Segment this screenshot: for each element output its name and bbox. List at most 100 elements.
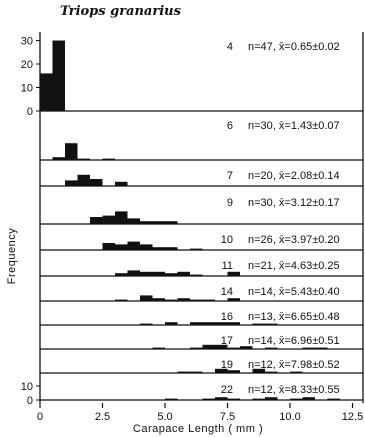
panel-week-label: 7 (227, 170, 233, 182)
bar-week-22-11.5 (327, 398, 340, 400)
panel-week-label: 6 (227, 120, 233, 132)
y-tick-label: 30 (21, 36, 33, 48)
bar-week-17-7 (215, 344, 228, 349)
bar-week-19-6 (190, 371, 203, 373)
panel-stats-label: n=14, x̄=6.96±0.51 (248, 335, 340, 347)
bar-week-10-4.5 (152, 247, 165, 250)
y-axis-ticks: 0 10 20 30 0 10 (21, 36, 40, 407)
panel-week-label: 9 (227, 197, 233, 209)
panel-week-9: 9 n=30, x̄=3.12±0.17 (40, 197, 363, 225)
bar-week-11-5 (165, 273, 178, 276)
bar-week-16-5 (165, 322, 178, 325)
bar-week-14-4.5 (152, 298, 165, 301)
bar-week-16-7 (215, 322, 228, 325)
bar-week-9-2 (90, 217, 103, 224)
histogram-panels: 4 n=47, x̄=0.65±0.02 6 n=30, x̄=1.43±0.07 7 n… (39, 32, 364, 403)
bar-week-7-1 (65, 180, 78, 186)
bar-week-9-3 (115, 211, 128, 224)
bar-week-19-7 (215, 368, 228, 373)
bar-week-11-5.5 (177, 271, 190, 276)
bar-week-6-0.5 (52, 157, 65, 160)
bar-week-17-10.5 (302, 347, 315, 349)
chart-title: Triops granarius (60, 4, 182, 19)
x-tick-label: 0 (37, 411, 43, 423)
panel-stats-label: n=47, x̄=0.65±0.02 (248, 41, 340, 53)
x-tick-label: 5.0 (157, 411, 172, 423)
panel-week-6: 6 n=30, x̄=1.43±0.07 (40, 120, 363, 161)
bar-week-19-8.5 (252, 368, 265, 373)
bar-week-9-5 (165, 221, 178, 224)
bar-week-14-3 (115, 299, 128, 301)
panel-stats-label: n=30, x̄=3.12±0.17 (248, 197, 340, 209)
bar-week-22-7.5 (227, 398, 240, 400)
panel-week-14: 14 n=14, x̄=5.43±0.40 (40, 286, 363, 302)
panel-week-label: 16 (221, 311, 233, 323)
bar-week-19-10 (290, 371, 303, 373)
bar-week-17-11 (315, 347, 328, 349)
panel-stats-label: n=21, x̄=4.63±0.25 (248, 260, 340, 272)
bar-week-11-6 (190, 274, 203, 276)
bar-week-19-9 (265, 371, 278, 373)
panel-week-17: 17 n=14, x̄=6.96±0.51 (40, 335, 363, 350)
bar-week-10-3 (115, 244, 128, 250)
y-axis-label: Frequency (6, 228, 18, 284)
bar-week-16-6 (190, 322, 203, 325)
bar-week-17-6 (190, 347, 203, 349)
x-axis-label: Carapace Length ( mm ) (133, 423, 263, 435)
y-tick-label: 20 (21, 59, 33, 71)
bar-week-11-3.5 (127, 270, 140, 276)
panel-week-7: 7 n=20, x̄=2.08±0.14 (40, 170, 363, 187)
x-tick-label: 12.5 (342, 411, 363, 423)
panel-stats-label: n=13, x̄=6.65±0.48 (248, 311, 340, 323)
panel-week-label: 17 (221, 335, 233, 347)
bar-week-17-7.5 (227, 347, 240, 349)
bar-week-14-6.5 (202, 299, 215, 301)
bar-week-16-9 (265, 323, 278, 325)
x-tick-label: 2.5 (95, 411, 110, 423)
bar-week-14-5 (165, 299, 178, 301)
bar-week-17-9 (265, 347, 278, 349)
bar-week-10-4 (140, 244, 153, 250)
bar-week-10-3.5 (127, 241, 140, 250)
bar-week-22-10 (290, 398, 303, 400)
y-tick-label: 10 (21, 381, 33, 393)
bar-week-11-4 (140, 271, 153, 276)
bar-week-11-3 (115, 273, 128, 276)
panel-week-11: 11 n=21, x̄=4.63±0.25 (40, 260, 363, 277)
bar-week-22-10.5 (302, 397, 315, 400)
x-axis: 0 2.5 5.0 7.5 10.0 12.5 (37, 403, 363, 423)
bar-week-17-6.5 (202, 344, 215, 349)
panel-week-10: 10 n=26, x̄=3.97±0.20 (40, 234, 363, 251)
bar-week-9-3.5 (127, 218, 140, 224)
bar-week-14-6 (190, 299, 203, 301)
bar-week-10-5 (165, 247, 178, 250)
bar-week-16-6.5 (202, 322, 215, 325)
bar-week-22-5 (165, 398, 178, 400)
x-tick-label: 7.5 (220, 411, 235, 423)
panel-stats-label: n=12, x̄=8.33±0.55 (248, 384, 340, 396)
panel-stats-label: n=20, x̄=2.08±0.14 (248, 170, 340, 182)
bar-week-22-7 (215, 397, 228, 400)
bar-week-9-2.5 (102, 215, 115, 224)
bar-week-19-7.5 (227, 370, 240, 373)
bar-week-4-0.5 (52, 40, 65, 111)
bar-week-16-4 (140, 323, 153, 325)
panel-week-label: 11 (222, 260, 233, 272)
bar-week-22-6.5 (202, 398, 215, 400)
bar-week-16-7.5 (227, 322, 240, 325)
bar-week-4-0 (40, 73, 53, 111)
panel-week-19: 19 n=12, x̄=7.98±0.52 (40, 359, 363, 374)
bar-week-7-3 (115, 181, 128, 186)
x-tick-label: 10.0 (279, 411, 300, 423)
bar-week-14-5.5 (177, 298, 190, 301)
bar-week-14-4 (140, 295, 153, 301)
bar-week-10-2.5 (102, 243, 115, 250)
y-tick-label: 0 (27, 395, 33, 407)
panel-week-label: 22 (221, 384, 233, 396)
bar-week-14-7.5 (227, 298, 240, 301)
panel-stats-label: n=26, x̄=3.97±0.20 (248, 234, 340, 246)
panel-stats-label: n=14, x̄=5.43±0.40 (248, 286, 340, 298)
y-tick-label: 0 (27, 106, 33, 118)
panel-stats-label: n=12, x̄=7.98±0.52 (248, 359, 340, 371)
